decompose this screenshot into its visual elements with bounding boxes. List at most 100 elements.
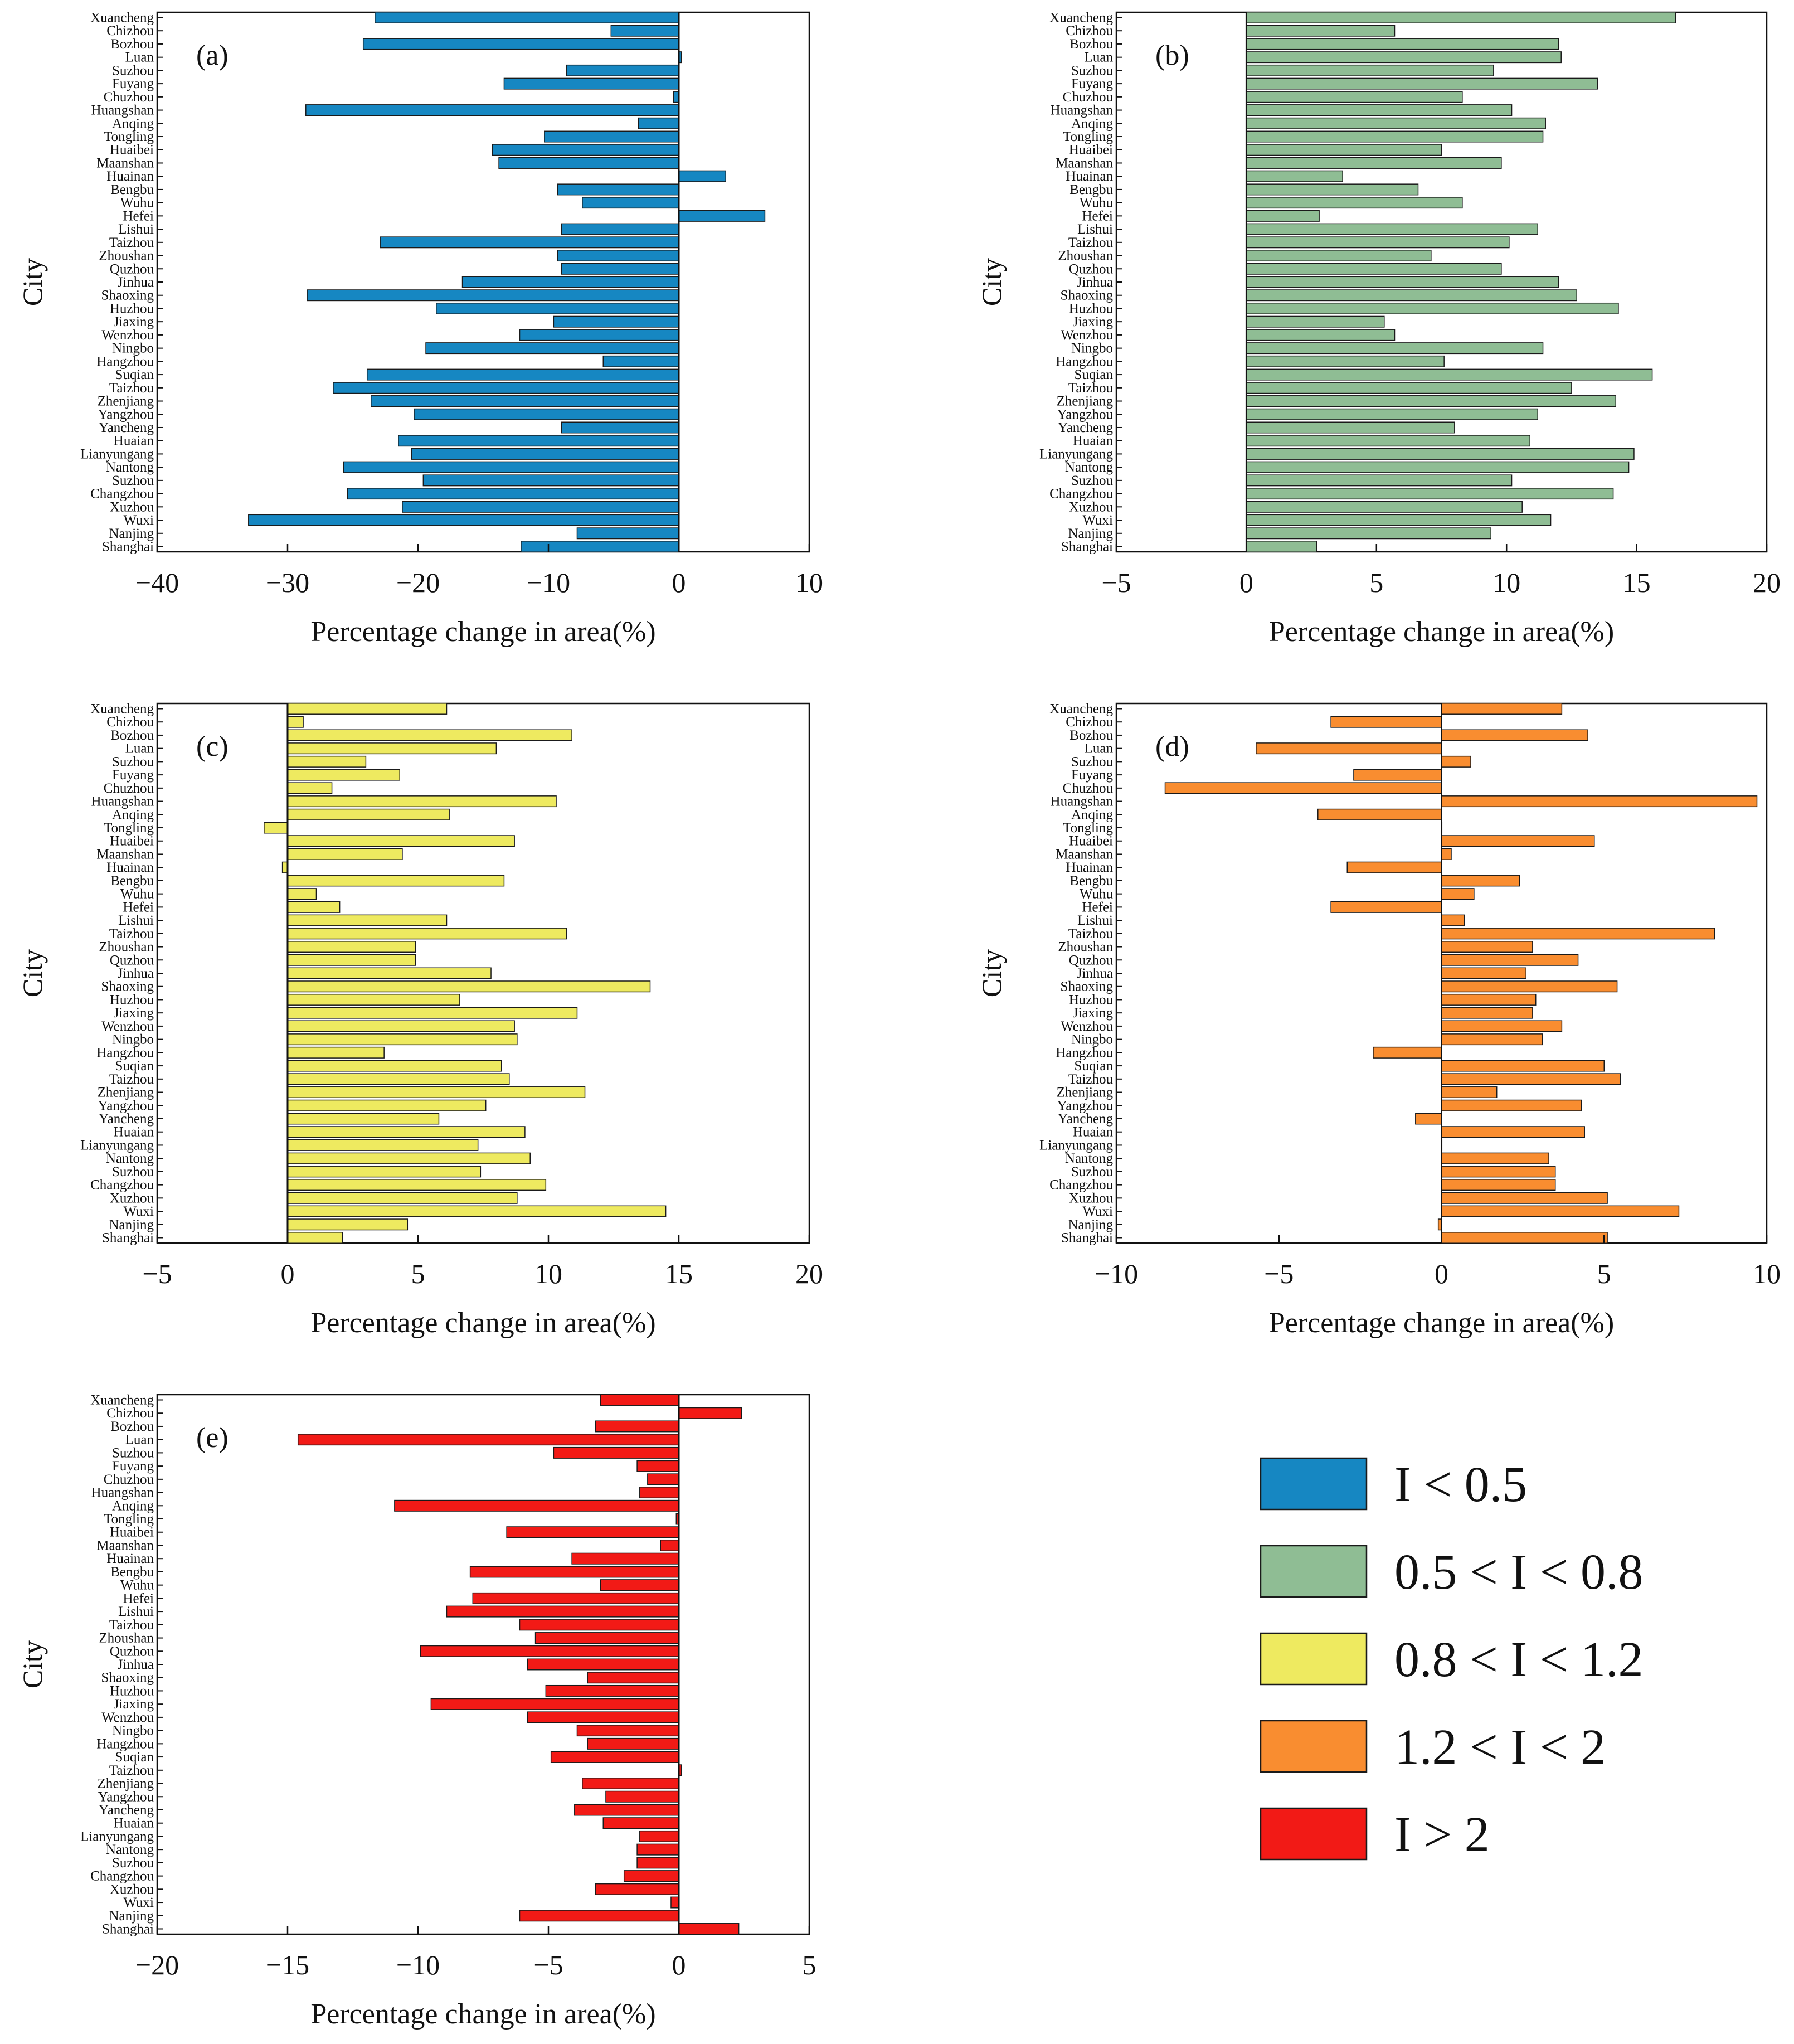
city-label: Bengbu bbox=[110, 182, 154, 197]
legend-swatch bbox=[1260, 1632, 1368, 1686]
city-label: Taizhou bbox=[109, 235, 154, 250]
bar-b-20 bbox=[1246, 276, 1559, 288]
bar-e-38 bbox=[670, 1896, 679, 1909]
city-label: Wenzhou bbox=[1061, 1019, 1113, 1034]
city-label: Xuzhou bbox=[110, 499, 154, 514]
bar-d-2 bbox=[1441, 729, 1588, 741]
city-label: Chizhou bbox=[1066, 715, 1113, 730]
bar-c-19 bbox=[287, 954, 416, 966]
bar-e-37 bbox=[595, 1883, 679, 1895]
x-tick-label: 10 bbox=[795, 567, 823, 598]
x-axis-label: Percentage change in area(%) bbox=[310, 1307, 655, 1339]
city-label: Ningbo bbox=[112, 341, 154, 356]
city-label: Tongling bbox=[104, 820, 154, 836]
city-label: Yangzhou bbox=[1057, 1098, 1114, 1113]
x-axis-label: Percentage change in area(%) bbox=[310, 616, 655, 648]
bar-a-15 bbox=[678, 210, 766, 222]
city-label: Yangzhou bbox=[98, 1098, 154, 1113]
bar-b-38 bbox=[1246, 514, 1552, 526]
bar-a-13 bbox=[557, 183, 679, 196]
bar-d-8 bbox=[1317, 808, 1442, 820]
city-label: Quzhou bbox=[110, 261, 154, 276]
plot-frame bbox=[156, 1394, 810, 1935]
city-label: Yancheng bbox=[99, 420, 154, 435]
bar-a-21 bbox=[307, 289, 679, 302]
city-label: Bozhou bbox=[1069, 728, 1113, 743]
bar-a-17 bbox=[380, 236, 679, 249]
bar-c-7 bbox=[287, 795, 557, 808]
bar-e-14 bbox=[600, 1579, 679, 1591]
bar-c-3 bbox=[287, 742, 497, 755]
bar-e-7 bbox=[639, 1487, 679, 1499]
city-label: Suzhou bbox=[112, 1445, 154, 1460]
city-label: Xuancheng bbox=[1049, 10, 1113, 25]
legend-swatch bbox=[1260, 1545, 1368, 1598]
bar-b-4 bbox=[1246, 64, 1494, 76]
city-label: Chuzhou bbox=[1063, 781, 1114, 796]
bar-a-9 bbox=[544, 130, 679, 143]
bar-c-21 bbox=[287, 980, 651, 993]
city-label: Taizhou bbox=[1068, 926, 1114, 941]
panel-e-chart: XuanchengChizhouBozhouLuanSuzhouFuyangCh… bbox=[17, 1392, 816, 2030]
city-label: Luan bbox=[125, 741, 154, 756]
bar-d-1 bbox=[1330, 716, 1442, 728]
bar-c-0 bbox=[287, 703, 448, 715]
panel-b-chart: XuanchengChizhouBozhouLuanSuzhouFuyangCh… bbox=[976, 10, 1781, 648]
city-label: Shaoxing bbox=[101, 288, 154, 303]
city-label: Huaibei bbox=[1069, 143, 1113, 158]
city-label: Huainan bbox=[106, 1551, 154, 1566]
city-label: Huzhou bbox=[110, 301, 154, 316]
bar-c-30 bbox=[287, 1099, 487, 1111]
bar-b-16 bbox=[1246, 223, 1538, 235]
bar-d-30 bbox=[1441, 1099, 1582, 1111]
bar-c-9 bbox=[264, 822, 288, 834]
bar-c-31 bbox=[287, 1113, 440, 1125]
city-label: Xuancheng bbox=[90, 1392, 154, 1407]
legend-label: 0.5 < I < 0.8 bbox=[1394, 1545, 1643, 1600]
bar-a-10 bbox=[492, 144, 679, 156]
bar-d-20 bbox=[1441, 967, 1526, 979]
x-tick-label: −5 bbox=[1101, 567, 1131, 598]
city-label: Quzhou bbox=[1069, 261, 1114, 276]
x-tick-label: 20 bbox=[795, 1258, 823, 1289]
x-tick-label: 10 bbox=[1492, 567, 1520, 598]
city-label: Xuancheng bbox=[90, 701, 154, 716]
bar-b-19 bbox=[1246, 263, 1502, 275]
city-label: Jinhua bbox=[118, 966, 154, 981]
city-label: Wuxi bbox=[1082, 513, 1113, 528]
city-label: Hefei bbox=[123, 208, 154, 224]
bar-a-30 bbox=[414, 408, 679, 420]
city-label: Bozhou bbox=[110, 1419, 154, 1434]
city-label: Quzhou bbox=[110, 1644, 154, 1659]
bar-d-7 bbox=[1441, 795, 1758, 808]
city-label: Bengbu bbox=[110, 873, 154, 889]
bar-d-0 bbox=[1441, 703, 1563, 715]
city-label: Huainan bbox=[1066, 860, 1113, 875]
city-label: Chizhou bbox=[106, 1406, 154, 1421]
city-label: Hangzhou bbox=[1056, 1045, 1113, 1060]
x-tick-label: 15 bbox=[665, 1258, 693, 1289]
bar-d-38 bbox=[1441, 1205, 1680, 1217]
bar-b-33 bbox=[1246, 448, 1635, 460]
city-label: Suzhou bbox=[1071, 473, 1114, 488]
city-label: Taizhou bbox=[109, 1763, 154, 1778]
city-label: Yangzhou bbox=[98, 407, 154, 422]
bar-d-37 bbox=[1441, 1192, 1608, 1204]
city-label: Ningbo bbox=[1071, 1032, 1113, 1047]
x-tick-label: 5 bbox=[803, 1949, 816, 1980]
bar-b-15 bbox=[1246, 210, 1320, 222]
city-label: Wenzhou bbox=[101, 1019, 154, 1034]
bar-a-28 bbox=[333, 382, 679, 394]
city-label: Ningbo bbox=[1071, 341, 1113, 356]
city-label: Tongling bbox=[104, 1512, 154, 1527]
bar-c-18 bbox=[287, 941, 416, 953]
city-label: Shaoxing bbox=[1061, 979, 1114, 994]
bar-a-14 bbox=[582, 197, 679, 209]
bar-e-10 bbox=[506, 1526, 679, 1538]
city-label: Fuyang bbox=[112, 76, 154, 91]
city-label: Taizhou bbox=[1068, 235, 1114, 250]
city-label: Huangshan bbox=[91, 794, 154, 809]
city-label: Suqian bbox=[115, 1059, 154, 1074]
bar-a-40 bbox=[521, 541, 679, 552]
city-label: Bengbu bbox=[1069, 873, 1113, 889]
